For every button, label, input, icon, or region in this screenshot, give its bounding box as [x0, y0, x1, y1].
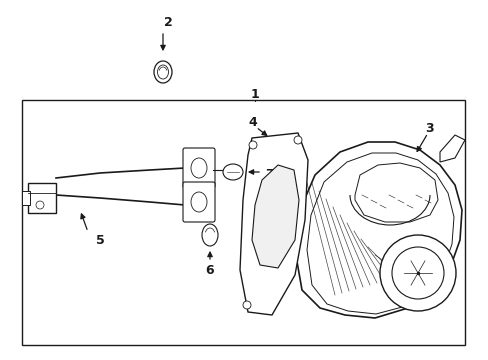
Circle shape: [243, 301, 250, 309]
Text: 5: 5: [96, 234, 104, 247]
Circle shape: [248, 141, 257, 149]
Polygon shape: [251, 165, 298, 268]
FancyBboxPatch shape: [183, 182, 215, 222]
Ellipse shape: [202, 224, 218, 246]
FancyBboxPatch shape: [22, 191, 30, 205]
Ellipse shape: [223, 164, 243, 180]
Circle shape: [379, 235, 455, 311]
Text: 3: 3: [425, 122, 433, 135]
Text: 4: 4: [248, 116, 257, 129]
Polygon shape: [240, 133, 307, 315]
Text: 7: 7: [265, 168, 274, 181]
FancyBboxPatch shape: [28, 183, 56, 213]
Text: 6: 6: [205, 264, 214, 276]
Circle shape: [293, 136, 302, 144]
Text: 1: 1: [250, 89, 259, 102]
Ellipse shape: [154, 61, 172, 83]
Text: 2: 2: [163, 15, 172, 28]
Bar: [22, 100, 464, 345]
FancyBboxPatch shape: [183, 148, 215, 188]
